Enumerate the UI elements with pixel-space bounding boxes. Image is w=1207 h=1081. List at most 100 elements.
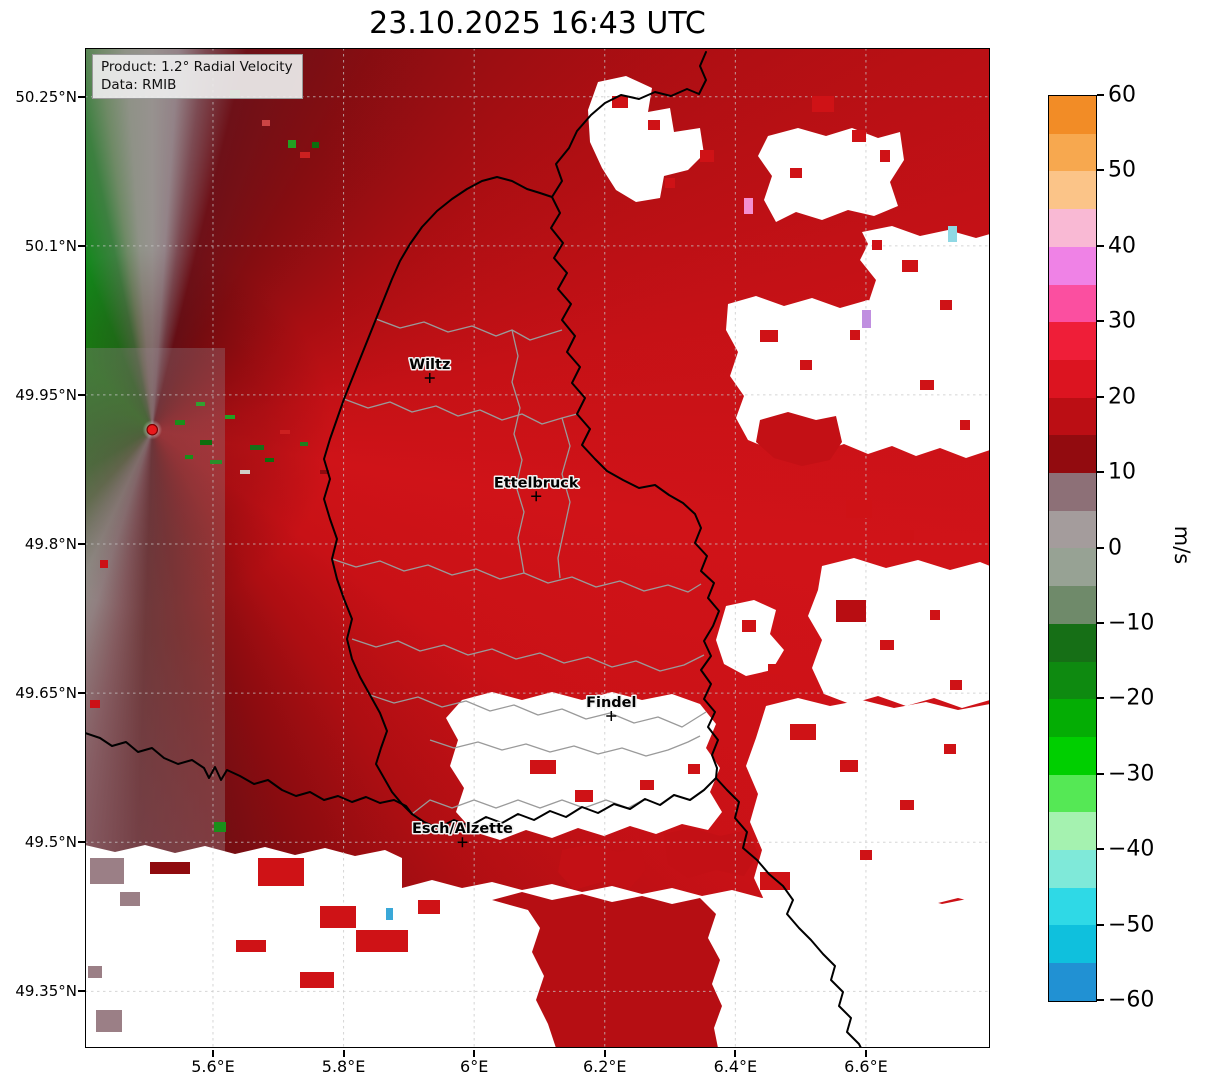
colorbar-segment [1049, 284, 1096, 323]
echo-speckle [836, 600, 866, 622]
lat-tick-mark [78, 393, 85, 396]
echo-speckle [940, 300, 952, 310]
echo-speckle [225, 415, 235, 419]
echo-speckle [852, 130, 866, 142]
district-border [511, 329, 525, 574]
echo-speckle [196, 402, 205, 406]
district-border [331, 558, 702, 593]
echo-speckle [280, 430, 290, 434]
echo-speckle [840, 760, 858, 772]
colorbar-segment [1049, 623, 1096, 662]
colorbar-segment [1049, 473, 1096, 511]
colorbar-tick-mark [1097, 471, 1104, 474]
echo-speckle [175, 420, 185, 425]
colorbar-segment [1049, 736, 1096, 775]
echo-speckle [120, 892, 140, 906]
colorbar-tick-mark [1097, 772, 1104, 775]
echo-speckle [300, 442, 308, 446]
colorbar-segment [1049, 171, 1096, 210]
echo-speckle [262, 120, 270, 126]
map-overlay: Wiltz Ettelbruck Findel Esch/Alzette [85, 48, 990, 1048]
echo-speckle [900, 800, 914, 810]
lat-tick-mark [78, 95, 85, 98]
echo-speckle [320, 906, 356, 928]
echo-speckle [812, 96, 834, 112]
lat-tick-label: 50.25°N [15, 87, 77, 106]
echo-speckle [250, 445, 264, 450]
echo-speckle [902, 260, 918, 272]
echo-speckle [790, 168, 802, 178]
echo-speckle [920, 380, 934, 390]
colorbar-segment [1049, 397, 1096, 436]
echo-speckle [950, 680, 962, 690]
colorbar-segment [1049, 586, 1096, 624]
echo-speckle [88, 966, 102, 978]
echo-speckle [575, 790, 593, 802]
product-line: Product: 1.2° Radial Velocity [101, 59, 293, 75]
echo-speckle [265, 458, 274, 462]
colorbar-tick-label: 50 [1108, 157, 1136, 183]
colorbar-tick-label: 20 [1108, 384, 1136, 410]
echo-speckle [356, 930, 408, 952]
echo-speckle [214, 822, 226, 832]
lat-tick-mark [78, 990, 85, 993]
echo-speckle [612, 96, 628, 108]
lon-tick-label: 5.6°E [191, 1057, 235, 1076]
echo-speckle [880, 640, 894, 650]
echo-speckle [258, 858, 304, 886]
colorbar-tick-mark [1097, 320, 1104, 323]
colorbar-segment [1049, 548, 1096, 587]
echo-speckle [846, 500, 872, 518]
lon-tick-mark [734, 1050, 737, 1057]
echo-speckle [862, 310, 871, 328]
product-info-box: Product: 1.2° Radial Velocity Data: RMIB [92, 54, 303, 100]
echo-speckle [150, 862, 190, 874]
district-border [375, 318, 563, 341]
lon-tick-label: 6°E [460, 1057, 489, 1076]
colorbar-segment [1049, 133, 1096, 172]
lon-tick-mark [211, 1050, 214, 1057]
echo-speckle [900, 530, 914, 542]
echo-speckle [530, 760, 556, 774]
colorbar-segment [1049, 812, 1096, 851]
colorbar-tick-label: 40 [1108, 233, 1136, 259]
lon-tick-mark [864, 1050, 867, 1057]
lat-tick-label: 49.5°N [24, 833, 77, 852]
colorbar-segment [1049, 699, 1096, 737]
colorbar-segment [1049, 359, 1096, 398]
gridlines [85, 48, 990, 1048]
echo-speckle [688, 764, 700, 774]
echo-speckle [648, 120, 660, 130]
echo-speckle [872, 240, 882, 250]
colorbar-unit-label: m/s [1170, 525, 1194, 565]
city-marker [424, 373, 435, 384]
lon-tick-label: 5.8°E [321, 1057, 366, 1076]
colorbar-tick-mark [1097, 999, 1104, 1001]
echo-speckle [790, 724, 816, 740]
colorbar-tick-label: −40 [1108, 836, 1155, 862]
colorbar-tick-label: 10 [1108, 459, 1136, 485]
district-border [429, 735, 701, 757]
colorbar-tick-label: −10 [1108, 610, 1155, 636]
figure-title: 23.10.2025 16:43 UTC [369, 6, 706, 41]
echo-speckle [930, 610, 940, 620]
country-border-southwest [85, 732, 413, 815]
city-marker [606, 710, 617, 721]
colorbar-segment [1049, 209, 1096, 247]
colorbar-tick-mark [1097, 546, 1104, 549]
colorbar-tick-mark [1097, 244, 1104, 247]
echo-speckle [236, 940, 266, 952]
echo-speckle [288, 140, 296, 148]
lat-tick-label: 49.95°N [15, 385, 77, 404]
colorbar-tick-label: −20 [1108, 685, 1155, 711]
lat-tick-label: 49.65°N [15, 684, 77, 703]
lat-tick-mark [78, 692, 85, 695]
echo-speckle [96, 1010, 122, 1032]
colorbar-segment [1049, 661, 1096, 700]
colorbar-segment [1049, 246, 1096, 285]
echo-speckle [90, 858, 124, 884]
lon-tick-label: 6.4°E [713, 1057, 758, 1076]
echo-speckle [640, 780, 654, 790]
country-border-north [551, 51, 707, 198]
